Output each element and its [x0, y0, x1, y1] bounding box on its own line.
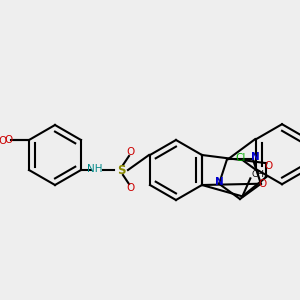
Text: CH₃: CH₃: [251, 170, 268, 179]
Text: S: S: [117, 164, 125, 176]
Text: Cl: Cl: [236, 153, 246, 163]
Text: O: O: [259, 179, 267, 189]
Text: NH: NH: [87, 164, 103, 174]
Text: O: O: [5, 135, 13, 145]
Text: N: N: [250, 152, 259, 162]
Text: O: O: [264, 161, 273, 171]
Text: O: O: [127, 147, 135, 157]
Text: O: O: [0, 136, 7, 146]
Text: N: N: [215, 177, 224, 187]
Text: O: O: [127, 183, 135, 193]
